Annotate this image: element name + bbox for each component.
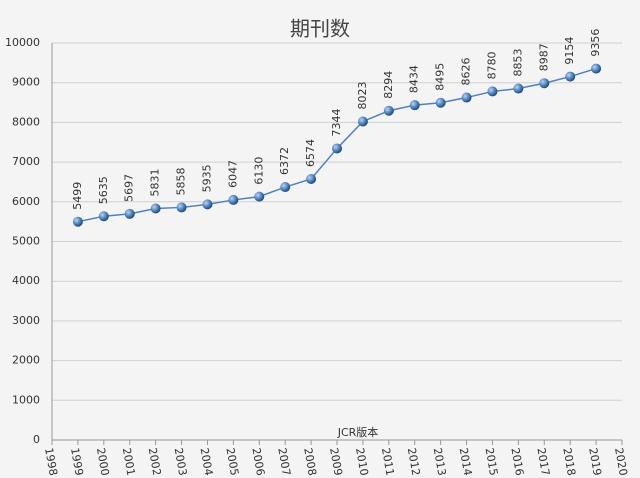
data-label: 5831 [149,169,162,197]
data-label: 8853 [511,49,524,77]
marker [72,216,83,227]
marker [280,182,291,193]
x-tick-label: 2015 [483,447,501,477]
data-label: 5858 [175,167,188,195]
y-tick-label: 7000 [12,155,40,168]
marker [591,63,602,74]
data-label: 8294 [382,71,395,99]
marker [150,203,161,214]
data-label: 7344 [330,108,343,136]
x-tick-label: 2006 [249,447,267,477]
data-label: 9154 [563,37,576,65]
data-label: 8780 [485,51,498,79]
data-label: 5499 [71,182,84,210]
x-tick-label: 2005 [223,447,241,477]
x-tick-label: 2004 [198,447,216,477]
x-tick-label: 1999 [68,447,86,477]
data-label: 8626 [460,58,473,86]
x-tick-label: 2016 [508,447,526,477]
x-tick-label: 2011 [379,447,397,477]
marker [124,208,135,219]
y-tick-label: 1000 [12,393,40,406]
data-label: 8023 [356,81,369,109]
marker [332,143,342,154]
marker [539,78,550,89]
marker [435,97,446,108]
marker [461,92,472,103]
marker [409,100,420,111]
data-label: 5935 [200,164,213,192]
y-tick-label: 10000 [5,36,40,49]
data-label: 8495 [434,63,447,91]
y-tick-label: 6000 [12,195,40,208]
x-tick-label: 2012 [405,447,423,477]
y-tick-label: 5000 [12,235,40,248]
marker [513,83,524,94]
data-label: 8987 [537,43,550,71]
marker [383,105,394,116]
x-tick-label: 2009 [327,447,345,477]
y-tick-label: 4000 [12,274,40,287]
data-label: 6372 [278,147,291,175]
data-label: 6047 [226,160,239,188]
x-tick-label: 2003 [172,447,190,477]
y-tick-label: 0 [33,433,40,446]
data-label: 5635 [97,176,110,204]
x-tick-label: 2020 [612,447,630,477]
marker [202,199,213,210]
x-axis-label: JCR版本 [337,425,379,439]
marker [176,202,187,213]
x-tick-label: 2007 [275,447,293,477]
x-tick-label: 2002 [146,447,164,477]
marker [565,71,576,82]
x-tick-label: 2014 [457,447,475,477]
y-tick-label: 9000 [12,76,40,89]
x-tick-label: 2018 [560,447,578,477]
x-tick-label: 2013 [431,447,449,477]
x-tick-label: 2000 [94,447,112,477]
y-tick-label: 3000 [12,314,40,327]
marker [98,211,109,222]
data-label: 5697 [123,174,136,202]
data-label: 6130 [252,157,265,185]
x-tick-label: 2010 [353,447,371,477]
x-tick-label: 2001 [120,447,138,477]
x-tick-label: 2008 [301,447,319,477]
marker [487,86,498,97]
x-tick-label: 2019 [586,447,604,477]
marker [357,116,368,127]
marker [228,194,239,205]
x-tick-label: 1998 [42,447,60,477]
marker [254,191,265,202]
marker [306,174,317,185]
x-tick-label: 2017 [534,447,552,477]
y-tick-label: 2000 [12,354,40,367]
data-label: 8434 [408,65,421,93]
y-tick-label: 8000 [12,115,40,128]
data-label: 6574 [304,139,317,167]
chart-title: 期刊数 [290,17,350,41]
data-label: 9356 [589,29,602,57]
